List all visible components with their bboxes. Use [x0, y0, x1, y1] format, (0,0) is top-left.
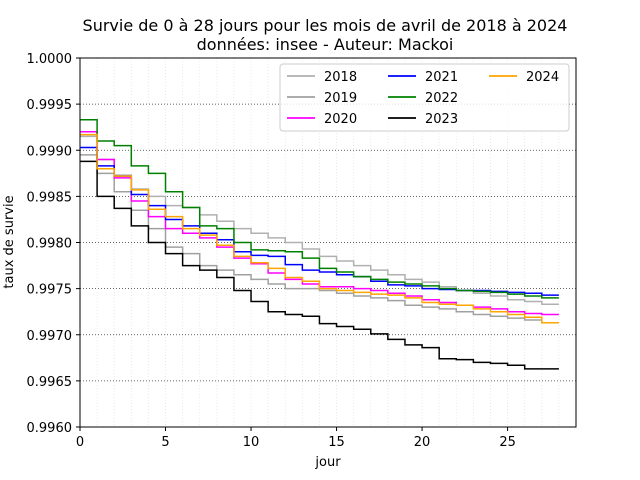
legend-label-2024: 2024	[526, 70, 559, 85]
y-tick-label: 0.9990	[27, 144, 73, 159]
series-lines	[80, 119, 559, 370]
y-tick-label: 0.9995	[27, 98, 73, 113]
legend-label-2021: 2021	[425, 70, 458, 85]
series-line-2018	[80, 135, 559, 306]
x-axis-label: jour	[314, 455, 341, 470]
legend-label-2018: 2018	[324, 70, 357, 85]
legend-label-2019: 2019	[324, 91, 357, 106]
y-tick-label: 0.9975	[27, 283, 73, 298]
axis-ticks: 0 5 10 15 20 25 0.9960 0.9965 0.9970 0.9975 0.9980…	[27, 52, 516, 450]
x-tick-label: 20	[414, 435, 431, 450]
x-tick-label: 0	[76, 435, 84, 450]
y-axis-label: taux de survie	[2, 195, 17, 288]
y-tick-label: 0.9960	[27, 421, 73, 436]
legend: 2018 2019 2020 2021 2022 2023 2024	[279, 63, 570, 132]
x-tick-label: 5	[161, 435, 169, 450]
y-tick-label: 0.9965	[27, 375, 73, 390]
x-tick-label: 10	[243, 435, 260, 450]
series-line-2024	[80, 133, 559, 324]
legend-label-2020: 2020	[324, 112, 357, 127]
legend-box	[279, 63, 570, 132]
legend-label-2023: 2023	[425, 112, 458, 127]
series-line-2022	[80, 119, 559, 299]
x-tick-label: 25	[499, 435, 516, 450]
series-line-2023	[80, 160, 559, 370]
x-tick-label: 15	[328, 435, 345, 450]
y-tick-label: 0.9985	[27, 190, 73, 205]
legend-label-2022: 2022	[425, 91, 458, 106]
y-tick-label: 0.9970	[27, 329, 73, 344]
chart-subtitle: données: insee - Auteur: Mackoi	[197, 35, 454, 54]
y-tick-label: 0.9980	[27, 237, 73, 252]
chart-title: Survie de 0 à 28 jours pour les mois de …	[83, 16, 568, 35]
y-tick-label: 1.0000	[27, 52, 73, 67]
